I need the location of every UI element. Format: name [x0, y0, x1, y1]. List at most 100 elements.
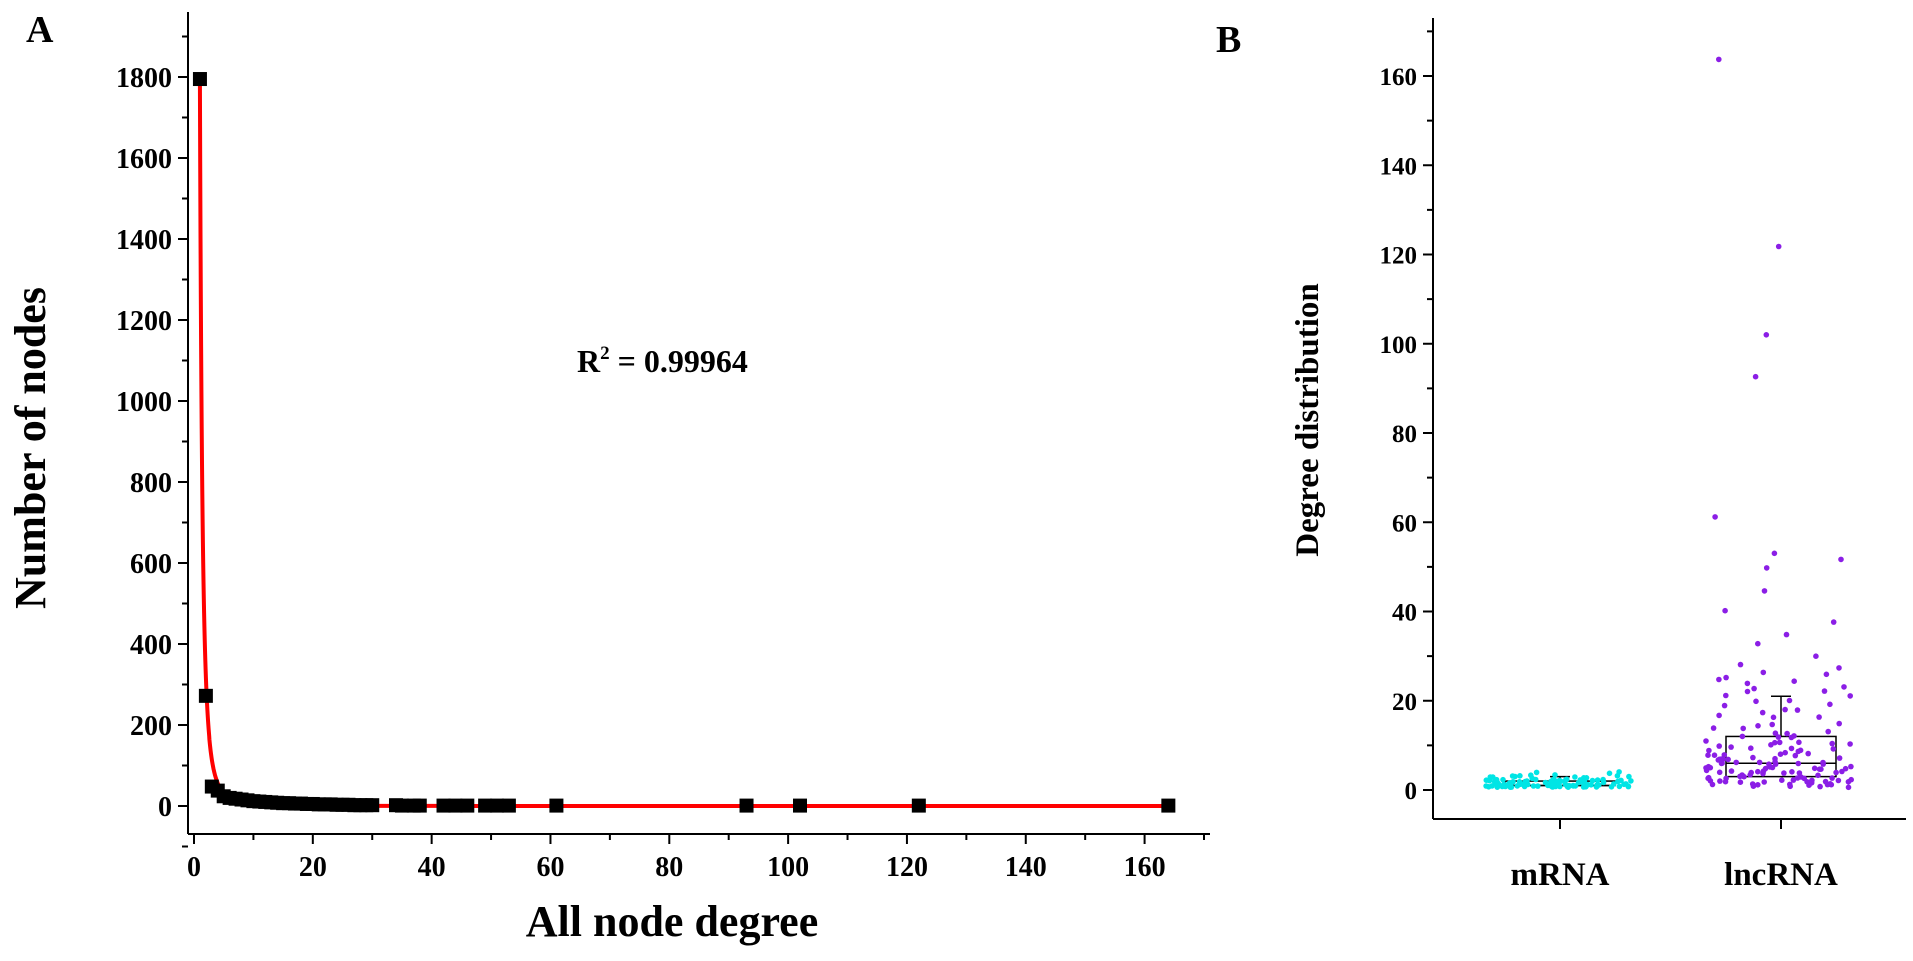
data-point	[1716, 56, 1722, 63]
data-point	[1608, 784, 1615, 790]
panel-b: B 0 20 40 60 80 100 120 140 160 mRNA lncRNA Degr…	[1216, 18, 1906, 893]
data-point	[1781, 770, 1787, 776]
data-point	[1797, 747, 1804, 754]
data-point	[1763, 332, 1770, 338]
data-point	[1728, 744, 1734, 750]
panel-a-x-label: All node degree	[526, 897, 819, 946]
data-point	[1739, 733, 1746, 740]
data-point	[1753, 698, 1759, 705]
data-point	[1763, 565, 1770, 571]
series-lncRNA	[1703, 56, 1854, 791]
y-tick-label-800: 800	[130, 468, 172, 499]
data-point	[1848, 763, 1854, 770]
data-point	[1775, 243, 1782, 250]
data-point	[1716, 743, 1722, 749]
data-point	[1737, 661, 1744, 668]
data-point	[490, 798, 504, 813]
data-point	[1775, 734, 1782, 740]
annotation-base: R	[577, 343, 601, 379]
data-point	[1818, 766, 1824, 772]
data-point	[1723, 692, 1729, 699]
data-point	[1782, 749, 1788, 756]
data-point	[1806, 782, 1812, 788]
data-point	[1760, 669, 1767, 676]
data-point	[1756, 759, 1763, 766]
data-point	[1510, 779, 1516, 785]
data-point	[1836, 720, 1842, 727]
data-point	[1748, 745, 1754, 751]
data-point	[1616, 769, 1622, 775]
data-point	[1517, 773, 1523, 779]
data-point	[1721, 702, 1728, 709]
data-point	[1548, 779, 1554, 786]
data-point	[911, 798, 926, 813]
panel-a-y-label: Number of nodes	[6, 287, 55, 609]
data-point	[1485, 784, 1492, 790]
data-point	[1829, 740, 1835, 747]
data-point	[1770, 714, 1777, 721]
panel-b-letter: B	[1216, 19, 1241, 61]
data-point	[1755, 723, 1761, 729]
b-y-tick-label-40: 40	[1392, 600, 1417, 627]
x-tick-label-120: 120	[886, 852, 928, 883]
data-point	[1813, 653, 1819, 659]
data-point	[1703, 767, 1710, 774]
data-point	[549, 798, 564, 813]
panel-b-series	[1483, 56, 1854, 791]
x-tick-label-60: 60	[536, 852, 564, 883]
data-point	[1494, 784, 1501, 790]
y-tick-label-0: 0	[158, 792, 172, 823]
data-point	[1790, 777, 1797, 783]
data-point	[1572, 774, 1578, 780]
data-point	[1816, 714, 1822, 720]
data-point	[1589, 777, 1596, 784]
data-point	[1784, 730, 1790, 737]
data-point	[412, 798, 427, 813]
data-point	[1825, 728, 1831, 735]
y-tick-label-200: 200	[130, 711, 172, 742]
data-point	[1761, 588, 1768, 594]
data-point	[1552, 772, 1558, 778]
data-point	[460, 798, 475, 813]
data-point	[1542, 779, 1549, 786]
x-tick-label-40: 40	[418, 852, 446, 883]
data-point	[1507, 784, 1514, 790]
data-point	[1747, 772, 1753, 778]
y-tick-label-400: 400	[130, 630, 172, 661]
panel-b-category-mrna: mRNA	[1511, 857, 1610, 893]
b-y-tick-label-80: 80	[1392, 421, 1417, 448]
panel-a-fit-curve	[197, 78, 1169, 808]
panel-b-y-label: Degree distribution	[1290, 283, 1326, 556]
data-point	[1815, 772, 1821, 779]
data-point	[739, 798, 754, 813]
data-point	[1836, 665, 1842, 671]
data-point	[1823, 671, 1830, 678]
data-point	[1771, 550, 1778, 557]
data-point	[1744, 680, 1751, 687]
data-point	[1789, 769, 1795, 775]
data-point	[1718, 760, 1725, 767]
annotation-value: = 0.99964	[610, 343, 748, 379]
data-point	[1760, 770, 1766, 777]
data-point	[1779, 777, 1785, 783]
b-y-tick-label-140: 140	[1380, 153, 1418, 180]
data-point	[1721, 752, 1728, 758]
data-point	[1530, 783, 1537, 789]
data-point	[1772, 730, 1779, 736]
data-point	[1791, 678, 1797, 684]
data-point	[1522, 778, 1528, 785]
data-point	[1767, 764, 1774, 770]
data-point	[1564, 776, 1570, 783]
data-point	[1616, 783, 1623, 790]
data-point	[1839, 768, 1845, 775]
data-point	[1833, 769, 1839, 776]
b-y-tick-label-120: 120	[1380, 243, 1418, 270]
data-point	[436, 798, 451, 813]
data-point	[1836, 755, 1843, 761]
data-point	[1628, 778, 1634, 784]
data-point	[478, 798, 493, 813]
data-point	[1615, 778, 1621, 785]
data-point	[1716, 712, 1722, 719]
x-tick-label-20: 20	[299, 852, 327, 883]
panel-a-y-ticks: 0 200 400 600 800 1000 1200 1400 1600 1800	[116, 35, 188, 848]
